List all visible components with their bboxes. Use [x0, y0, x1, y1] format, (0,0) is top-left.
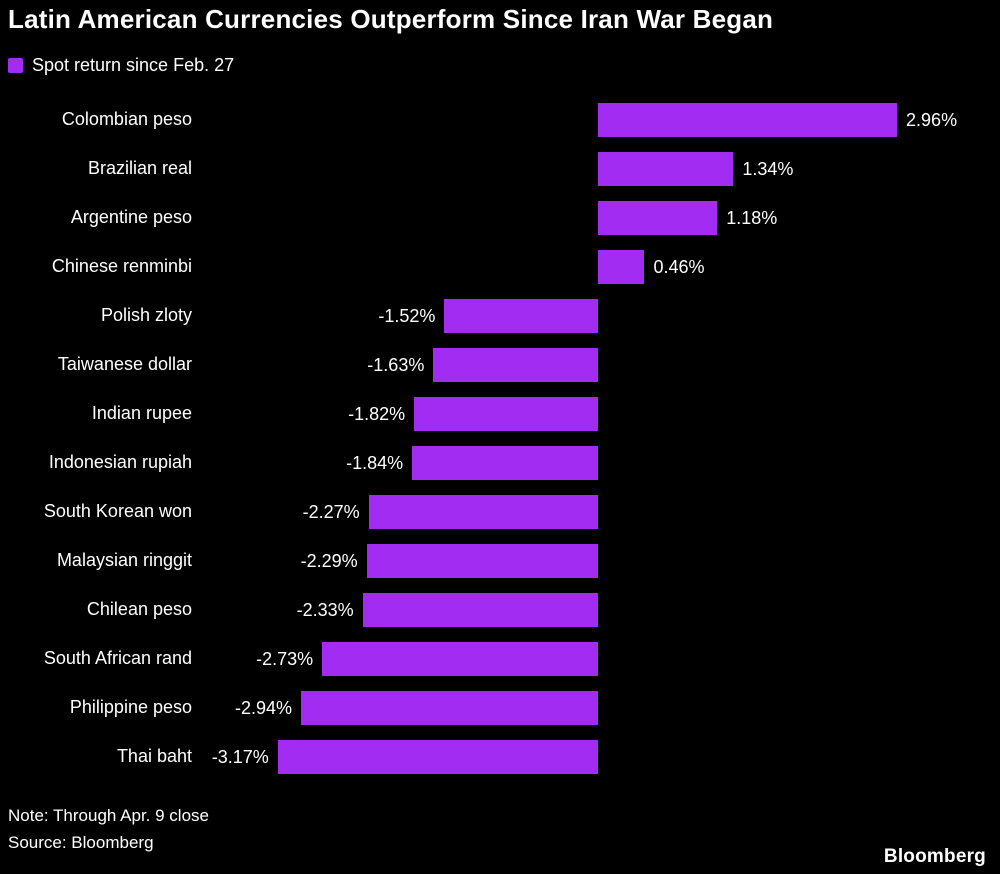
plot-area: -2.27%: [204, 494, 992, 529]
bar: [414, 396, 598, 431]
chart-footer: Note: Through Apr. 9 close Source: Bloom…: [8, 802, 992, 856]
category-label: South Korean won: [43, 501, 192, 522]
bar: [598, 102, 898, 137]
plot-area: -2.73%: [204, 641, 992, 676]
bar: [444, 298, 598, 333]
value-label: -2.33%: [296, 599, 354, 620]
bar-row: Chinese renminbi 0.46%: [8, 242, 992, 291]
bar-row: Colombian peso 2.96%: [8, 95, 992, 144]
value-label: 1.34%: [742, 158, 794, 179]
bar: [368, 494, 598, 529]
bar: [366, 543, 598, 578]
category-label: Colombian peso: [61, 109, 192, 130]
plot-area: 1.18%: [204, 200, 992, 235]
category-label: Indian rupee: [91, 403, 192, 424]
plot-area: -2.33%: [204, 592, 992, 627]
value-label: -2.27%: [302, 501, 360, 522]
value-label: -1.52%: [378, 305, 436, 326]
bar-row: Brazilian real 1.34%: [8, 144, 992, 193]
category-label: Polish zloty: [100, 305, 192, 326]
bar: [300, 690, 598, 725]
value-label: -3.17%: [211, 746, 269, 767]
category-label: Chinese renminbi: [51, 256, 192, 277]
value-label: 1.18%: [726, 207, 778, 228]
plot-area: 1.34%: [204, 151, 992, 186]
plot-area: -1.52%: [204, 298, 992, 333]
bar: [598, 200, 718, 235]
note-text: Note: Through Apr. 9 close: [8, 806, 209, 826]
bar-row: Thai baht -3.17%: [8, 732, 992, 781]
bar-row: South Korean won -2.27%: [8, 487, 992, 536]
category-label: Taiwanese dollar: [57, 354, 192, 375]
category-label: Brazilian real: [87, 158, 192, 179]
plot-area: -1.82%: [204, 396, 992, 431]
plot-area: 2.96%: [204, 102, 992, 137]
category-label: Philippine peso: [69, 697, 192, 718]
bar-row: Malaysian ringgit -2.29%: [8, 536, 992, 585]
bar-row: Chilean peso -2.33%: [8, 585, 992, 634]
bar: [412, 445, 598, 480]
bar-row: Indonesian rupiah -1.84%: [8, 438, 992, 487]
bar: [598, 151, 734, 186]
source-text: Source: Bloomberg: [8, 833, 154, 853]
value-label: -2.94%: [234, 697, 292, 718]
category-label: Thai baht: [116, 746, 192, 767]
plot-area: -1.63%: [204, 347, 992, 382]
plot-area: -2.29%: [204, 543, 992, 578]
plot-area: -1.84%: [204, 445, 992, 480]
value-label: -1.84%: [346, 452, 404, 473]
plot-area: 0.46%: [204, 249, 992, 284]
plot-area: -2.94%: [204, 690, 992, 725]
bar-chart: Colombian peso 2.96% Brazilian real 1.34% Ar…: [8, 95, 992, 781]
legend-label: Spot return since Feb. 27: [32, 55, 235, 76]
bloomberg-logo: Bloomberg: [883, 846, 986, 867]
bar: [277, 739, 598, 774]
value-label: 0.46%: [653, 256, 705, 277]
bar-row: Taiwanese dollar -1.63%: [8, 340, 992, 389]
value-label: -1.63%: [367, 354, 425, 375]
bar: [433, 347, 598, 382]
value-label: 2.96%: [906, 109, 958, 130]
value-label: -1.82%: [348, 403, 406, 424]
bar: [598, 249, 645, 284]
bar-row: Indian rupee -1.82%: [8, 389, 992, 438]
bar: [322, 641, 598, 676]
bar-row: Polish zloty -1.52%: [8, 291, 992, 340]
value-label: -2.73%: [256, 648, 314, 669]
category-label: Malaysian ringgit: [56, 550, 192, 571]
plot-area: -3.17%: [204, 739, 992, 774]
legend: Spot return since Feb. 27: [8, 55, 992, 76]
category-label: South African rand: [43, 648, 192, 669]
chart-title: Latin American Currencies Outperform Sin…: [8, 4, 774, 34]
bar-row: Argentine peso 1.18%: [8, 193, 992, 242]
value-label: -2.29%: [300, 550, 358, 571]
legend-swatch-icon: [8, 58, 23, 74]
category-label: Indonesian rupiah: [48, 452, 192, 473]
bar: [362, 592, 598, 627]
bar-row: South African rand -2.73%: [8, 634, 992, 683]
bar-row: Philippine peso -2.94%: [8, 683, 992, 732]
category-label: Chilean peso: [86, 599, 192, 620]
category-label: Argentine peso: [70, 207, 192, 228]
